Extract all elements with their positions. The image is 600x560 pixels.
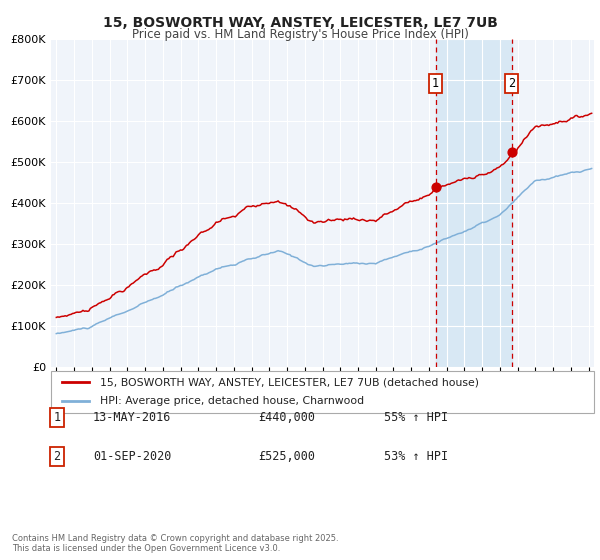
Text: 53% ↑ HPI: 53% ↑ HPI <box>384 450 448 463</box>
Point <box>507 147 517 156</box>
Text: £525,000: £525,000 <box>258 450 315 463</box>
Text: Price paid vs. HM Land Registry's House Price Index (HPI): Price paid vs. HM Land Registry's House … <box>131 28 469 41</box>
Text: 55% ↑ HPI: 55% ↑ HPI <box>384 410 448 424</box>
Text: 15, BOSWORTH WAY, ANSTEY, LEICESTER, LE7 7UB: 15, BOSWORTH WAY, ANSTEY, LEICESTER, LE7… <box>103 16 497 30</box>
Text: 15, BOSWORTH WAY, ANSTEY, LEICESTER, LE7 7UB (detached house): 15, BOSWORTH WAY, ANSTEY, LEICESTER, LE7… <box>100 377 479 388</box>
Text: Contains HM Land Registry data © Crown copyright and database right 2025.
This d: Contains HM Land Registry data © Crown c… <box>12 534 338 553</box>
Text: 2: 2 <box>508 77 515 90</box>
Text: 01-SEP-2020: 01-SEP-2020 <box>93 450 172 463</box>
Text: 2: 2 <box>53 450 61 463</box>
Bar <box>436 39 512 367</box>
Text: £440,000: £440,000 <box>258 410 315 424</box>
Text: HPI: Average price, detached house, Charnwood: HPI: Average price, detached house, Char… <box>100 396 364 406</box>
Point <box>431 182 440 191</box>
Text: 13-MAY-2016: 13-MAY-2016 <box>93 410 172 424</box>
Text: 1: 1 <box>53 410 61 424</box>
Text: 1: 1 <box>432 77 439 90</box>
FancyBboxPatch shape <box>51 371 594 413</box>
